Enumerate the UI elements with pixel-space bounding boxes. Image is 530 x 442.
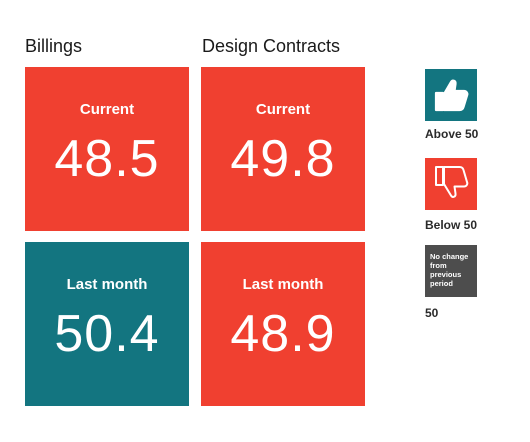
tile-value: 49.8	[230, 130, 336, 188]
legend-no-change-label: 50	[425, 306, 439, 320]
thumbs-down-icon	[435, 166, 469, 198]
billings-current-tile: Current 48.5	[25, 67, 189, 231]
design-current-tile: Current 49.8	[201, 67, 365, 231]
thumbs-up-icon	[434, 79, 469, 112]
legend-above-box	[425, 69, 477, 121]
tile-label: Last month	[66, 276, 148, 293]
legend-no-change-box: No change from previous period	[425, 245, 477, 297]
billings-title: Billings	[25, 36, 83, 56]
legend-below-label: Below 50	[425, 218, 478, 232]
tile-label: Last month	[242, 276, 324, 293]
no-change-text: No change from previous period	[430, 252, 469, 288]
billings-last-month-tile: Last month 50.4	[25, 242, 189, 406]
design-last-month-tile: Last month 48.9	[201, 242, 365, 406]
tile-value: 48.5	[54, 130, 160, 188]
design-contracts-title: Design Contracts	[202, 36, 341, 56]
legend-above-label: Above 50	[425, 127, 479, 141]
tile-label: Current	[79, 101, 135, 118]
tile-label: Current	[255, 101, 311, 118]
legend-below-box	[425, 158, 477, 210]
tile-value: 48.9	[230, 305, 336, 363]
tile-value: 50.4	[54, 305, 160, 363]
